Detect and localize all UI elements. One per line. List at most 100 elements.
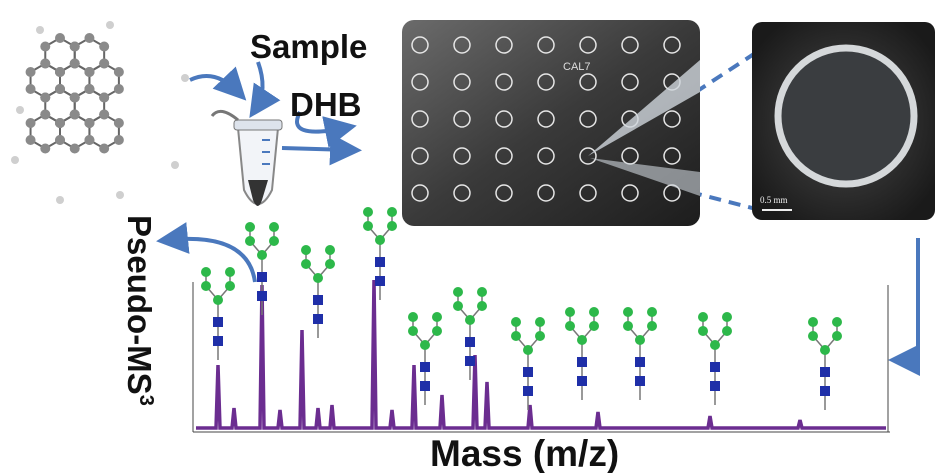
plate-spot (453, 73, 471, 91)
hydrogen (171, 161, 179, 169)
plate-spot (579, 184, 597, 202)
atom (84, 135, 95, 145)
glycan-structure (510, 316, 546, 411)
plate-spot (495, 184, 513, 202)
atom (69, 41, 80, 52)
ring (88, 113, 120, 150)
atom (25, 67, 36, 77)
atom (113, 135, 124, 145)
plate-spot (579, 36, 597, 54)
glycan-structure (807, 316, 843, 411)
atom (55, 67, 65, 77)
plate-spot (579, 147, 597, 165)
plate-spot (537, 110, 555, 128)
glycan-structure (564, 306, 600, 401)
atom (113, 118, 124, 128)
hydrogen (36, 26, 44, 34)
glycan-structure (452, 286, 488, 381)
atom (25, 135, 36, 145)
atom (69, 58, 80, 69)
hydrogen (11, 156, 19, 164)
glycan-structure (362, 206, 398, 301)
atom (69, 143, 80, 154)
plate-spot (453, 184, 471, 202)
plate-spot (537, 147, 555, 165)
atom (113, 67, 124, 77)
atom (40, 41, 51, 52)
plate-spot (537, 36, 555, 54)
plate-label: CAL7 (563, 61, 591, 73)
plate-spot (453, 147, 471, 165)
plate-spot (453, 110, 471, 128)
scale-bar-label: 0.5 mm (760, 195, 788, 205)
hydrogen (56, 196, 64, 204)
atom (69, 92, 80, 103)
plate-spot (663, 147, 681, 165)
sample-tube (210, 109, 283, 206)
y-axis-text: Pseudo-MS (121, 215, 158, 395)
atom (40, 58, 51, 69)
hydrogen (181, 74, 189, 82)
plate-spot (411, 110, 429, 128)
plate-spot (411, 36, 429, 54)
atom (25, 84, 36, 94)
plate-spot (411, 147, 429, 165)
plate-spot (621, 184, 639, 202)
atom (55, 33, 65, 43)
plate-spot (495, 110, 513, 128)
atom (99, 143, 110, 154)
hydrogen (106, 21, 114, 29)
plate-spot (537, 73, 555, 91)
plate-spot (495, 73, 513, 91)
atom (99, 92, 110, 103)
y-axis-superscript: 3 (135, 395, 157, 406)
atom (84, 118, 95, 128)
glycan-structure (200, 266, 236, 361)
ring (29, 113, 61, 150)
hydrogen (16, 106, 24, 114)
atom (113, 84, 124, 94)
plate-spot (663, 36, 681, 54)
atom (55, 135, 65, 145)
ring (59, 113, 91, 150)
reagent-label: DHB (290, 86, 362, 123)
atom (55, 118, 65, 128)
arrows (156, 48, 920, 376)
atom (40, 109, 51, 120)
plate-spot (579, 73, 597, 91)
plate-spot (663, 110, 681, 128)
glycan-structure (300, 244, 336, 339)
plate-spot (537, 184, 555, 202)
atom (55, 84, 65, 94)
atom (99, 41, 110, 52)
plate-spot (411, 184, 429, 202)
plate-spot (495, 147, 513, 165)
atom (25, 118, 36, 128)
y-axis-title: Pseudo-MS3 (121, 215, 158, 406)
atom (84, 84, 95, 94)
plate-spot (495, 36, 513, 54)
glycan-structure (697, 311, 733, 406)
plate-spot (621, 73, 639, 91)
atom (84, 67, 95, 77)
spectrum (192, 206, 890, 433)
plate-spot (579, 110, 597, 128)
plate-spot (411, 73, 429, 91)
maldi-plate-photo: CAL7 (402, 20, 700, 226)
x-axis-title: Mass (m/z) (430, 433, 619, 473)
graphene-molecule (11, 21, 189, 204)
atom (99, 109, 110, 120)
spot-micrograph: 0.5 mm (752, 22, 935, 220)
atom (40, 92, 51, 103)
atom (99, 58, 110, 69)
glycan-structure (622, 306, 658, 401)
hydrogen (116, 191, 124, 199)
sample-label: Sample (250, 28, 367, 65)
plate-spot (453, 36, 471, 54)
plate-spot (621, 36, 639, 54)
atom (84, 33, 95, 43)
atom (69, 109, 80, 120)
atom (40, 143, 51, 154)
